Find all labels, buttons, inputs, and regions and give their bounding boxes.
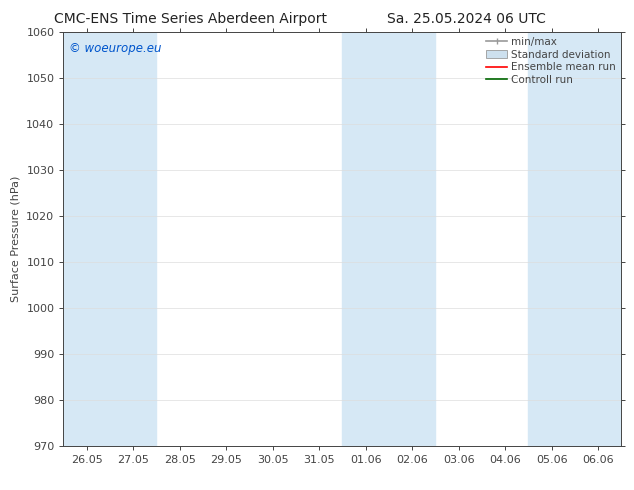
Text: Sa. 25.05.2024 06 UTC: Sa. 25.05.2024 06 UTC <box>387 12 545 26</box>
Bar <box>63 32 157 446</box>
Bar <box>528 32 621 446</box>
Text: CMC-ENS Time Series Aberdeen Airport: CMC-ENS Time Series Aberdeen Airport <box>54 12 327 26</box>
Text: © woeurope.eu: © woeurope.eu <box>69 42 162 55</box>
Bar <box>342 32 436 446</box>
Legend: min/max, Standard deviation, Ensemble mean run, Controll run: min/max, Standard deviation, Ensemble me… <box>484 35 618 87</box>
Y-axis label: Surface Pressure (hPa): Surface Pressure (hPa) <box>11 176 21 302</box>
